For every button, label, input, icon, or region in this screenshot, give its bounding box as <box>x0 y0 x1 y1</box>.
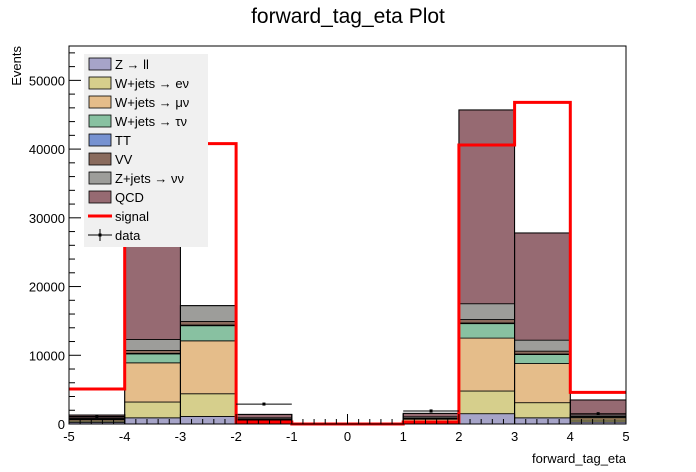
y-tick-label: 0 <box>58 417 65 432</box>
x-tick-label: 0 <box>344 429 351 444</box>
bar-3-bin-2 <box>179 325 237 342</box>
data-series <box>69 402 626 418</box>
data-point-bin-9 <box>570 412 626 416</box>
x-tick-label: 2 <box>455 429 462 444</box>
svg-text:signal: signal <box>115 209 149 224</box>
bar-6-bin-2 <box>179 305 237 322</box>
chart-title: forward_tag_eta Plot <box>251 5 445 28</box>
legend: Z → ll W+jets → eν W+jets → μν W+jets → τν T… <box>84 54 208 247</box>
svg-text:Z → ll: Z → ll <box>115 57 149 72</box>
x-tick-label: 4 <box>567 429 574 444</box>
x-tick-label: 5 <box>622 429 629 444</box>
bar-1-bin-7 <box>458 390 515 415</box>
svg-text:data: data <box>115 228 141 243</box>
y-tick-label: 50000 <box>29 73 65 88</box>
svg-text:W+jets → eν: W+jets → eν <box>115 76 189 91</box>
bar-0-bin-1 <box>124 417 181 425</box>
legend-entry-5: VV <box>88 152 133 167</box>
svg-text:W+jets → τν: W+jets → τν <box>115 114 187 129</box>
legend-entry-8: signal <box>88 209 149 224</box>
bar-0-bin-8 <box>514 417 571 425</box>
legend-entry-3: W+jets → τν <box>88 114 187 129</box>
x-tick-label: -3 <box>175 429 187 444</box>
legend-entry-1: W+jets → eν <box>88 76 189 91</box>
bar-0-bin-7 <box>458 413 515 425</box>
bar-3-bin-1 <box>124 353 181 364</box>
bar-2-bin-2 <box>179 340 237 395</box>
bar-2-bin-7 <box>458 337 515 392</box>
bar-1-bin-2 <box>179 393 237 417</box>
x-tick-label: 1 <box>400 429 407 444</box>
bar-5-bin-1 <box>124 350 181 354</box>
bar-5-bin-7 <box>458 319 515 324</box>
svg-text:VV: VV <box>115 152 133 167</box>
x-tick-label: -4 <box>119 429 131 444</box>
bar-6-bin-1 <box>124 339 181 351</box>
bar-1-bin-1 <box>124 401 181 419</box>
legend-entry-4: TT <box>88 133 131 148</box>
legend-entry-0: Z → ll <box>88 57 149 72</box>
bar-7-bin-3 <box>235 413 293 419</box>
axes: -5 -4 -3 -2 -1 0 1 2 3 4 5 0 10000 20000 30000 40000 500… <box>29 52 630 444</box>
x-axis-label: forward_tag_eta <box>532 451 627 466</box>
bar-2-bin-8 <box>514 363 571 404</box>
y-axis-label: Events <box>9 46 24 86</box>
bar-7-bin-6 <box>402 412 460 418</box>
legend-entry-9: data <box>88 228 141 243</box>
data-point-bin-6 <box>403 409 459 413</box>
bar-2-bin-1 <box>124 362 181 403</box>
x-tick-label: -2 <box>230 429 242 444</box>
bar-6-bin-8 <box>514 339 571 352</box>
data-point-bin-0 <box>69 414 125 418</box>
svg-text:TT: TT <box>115 133 131 148</box>
bar-6-bin-7 <box>458 303 515 320</box>
legend-entry-6: Z+jets → νν <box>88 171 184 186</box>
y-tick-label: 30000 <box>29 211 65 226</box>
y-tick-label: 10000 <box>29 348 65 363</box>
bar-7-bin-7 <box>458 109 515 305</box>
bar-5-bin-2 <box>179 321 237 326</box>
bar-1-bin-8 <box>514 402 571 419</box>
svg-text:W+jets → μν: W+jets → μν <box>115 95 189 110</box>
data-point-bin-3 <box>236 402 292 406</box>
bar-3-bin-7 <box>458 323 515 339</box>
y-tick-label: 40000 <box>29 142 65 157</box>
bar-3-bin-8 <box>514 354 571 364</box>
svg-text:QCD: QCD <box>115 190 144 205</box>
bar-0-bin-2 <box>179 416 237 425</box>
bar-5-bin-8 <box>514 350 571 355</box>
x-tick-label: 3 <box>511 429 518 444</box>
x-tick-label: -1 <box>286 429 298 444</box>
legend-entry-7: QCD <box>88 190 144 205</box>
legend-entry-2: W+jets → μν <box>88 95 189 110</box>
x-tick-label: -5 <box>63 429 75 444</box>
y-tick-label: 20000 <box>29 280 65 295</box>
svg-text:Z+jets → νν: Z+jets → νν <box>115 171 184 186</box>
bar-7-bin-8 <box>514 232 571 341</box>
